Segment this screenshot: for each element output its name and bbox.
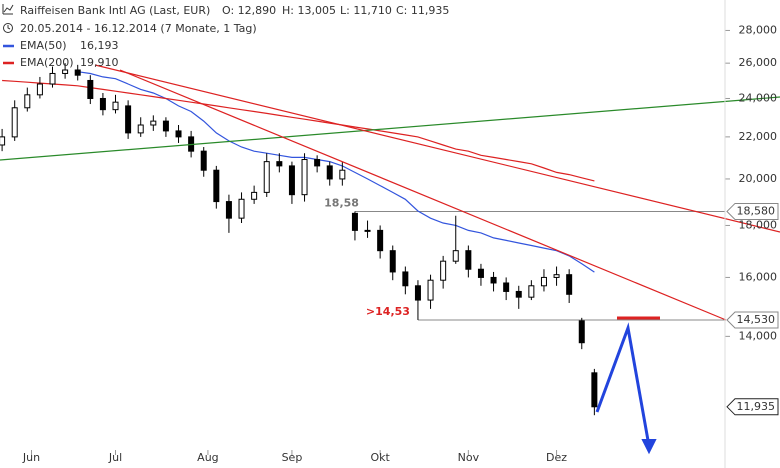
price-marker [726,202,779,220]
ohlc: C: 11,935 [396,4,449,17]
y-tick-label: 14,000 [739,329,778,342]
candle-body [49,72,56,85]
candle-body [0,136,6,146]
candle-body [540,276,547,287]
candle-body [11,107,18,138]
candle-body [238,198,245,219]
price-marker-label: 11,935 [737,400,776,413]
candle-body [402,271,409,287]
candle-body [578,320,585,344]
x-tick-label: Okt [370,451,390,464]
ohlc: O: 12,890 [222,4,276,17]
candle-body [490,276,497,284]
ema-line [2,79,595,182]
legend-label: EMA(200) [20,56,74,69]
ohlc: H: 13,005 [282,4,336,17]
trendline [94,64,780,233]
price-marker [726,398,779,416]
trendline [119,69,727,321]
candle-body [87,79,94,99]
candle-body [200,150,207,171]
price-marker [726,311,779,329]
x-tick-label: Nov [458,451,480,464]
candle-body [175,130,182,138]
arrow-head [641,439,657,455]
candle-body [566,274,573,295]
candle-body [377,229,384,252]
candle-body [162,120,169,132]
candle-body [213,169,220,203]
candle-body [553,274,560,278]
x-tick-label: Dez [546,451,567,464]
candle-body [452,250,459,262]
x-tick-label: Jun [22,451,40,464]
date-range: 20.05.2014 - 16.12.2014 (7 Monate, 1 Tag… [20,22,257,35]
annotation: 18,58 [324,196,359,209]
legend-value: 16,193 [80,39,119,52]
y-tick-label: 20,000 [739,172,778,185]
candle-body [326,165,333,180]
candle-body [503,282,510,292]
candle-body [99,97,106,111]
projection-arrow [595,322,651,447]
instrument: Raiffeisen Bank Intl AG (Last, EUR) [20,4,210,17]
y-tick-label: 28,000 [739,23,778,36]
candle-body [528,285,535,298]
x-tick-label: Aug [197,451,218,464]
price-marker-label: 18,580 [737,204,776,217]
candle-body [591,372,598,408]
candle-body [251,191,258,200]
candle-body [24,94,31,109]
candle-body [465,250,472,270]
candle-body [339,169,346,180]
candle-body [276,161,283,167]
ohlc: L: 11,710 [340,4,392,17]
candle-body [389,250,396,273]
candle-body [427,279,434,301]
candle-body [150,120,157,126]
x-tick-label: Jul [108,451,122,464]
candle-body [137,124,144,134]
candle-body [112,101,119,111]
legend-label: EMA(50) [20,39,67,52]
x-tick-label: Sep [282,451,303,464]
header: Raiffeisen Bank Intl AG (Last, EUR) O: 1… [2,4,449,35]
legend-value: 19,910 [80,56,119,69]
candle-body [351,212,358,231]
candle-body [364,229,371,232]
candle-body [288,165,295,196]
candle-body [414,285,421,301]
candle-body [477,268,484,278]
candle-body [515,290,522,298]
candle-body [263,161,270,193]
annotation: >14,53 [366,305,410,318]
price-marker-label: 14,530 [737,313,776,326]
y-tick-label: 22,000 [739,130,778,143]
candle-body [36,83,43,96]
candle-body [440,260,447,281]
candle-body [225,201,232,219]
candle-body [301,159,308,196]
trendline [0,96,780,161]
clock-icon [3,23,13,33]
y-tick-label: 18,000 [739,218,778,231]
y-tick-label: 24,000 [739,91,778,104]
candle-body [314,159,321,167]
candle-body [125,105,132,134]
y-tick-label: 26,000 [739,56,778,69]
clock-hand [7,25,11,30]
candle-body [62,69,69,74]
candle-body [74,69,81,76]
chart-icon [2,4,14,15]
y-tick-label: 16,000 [739,270,778,283]
